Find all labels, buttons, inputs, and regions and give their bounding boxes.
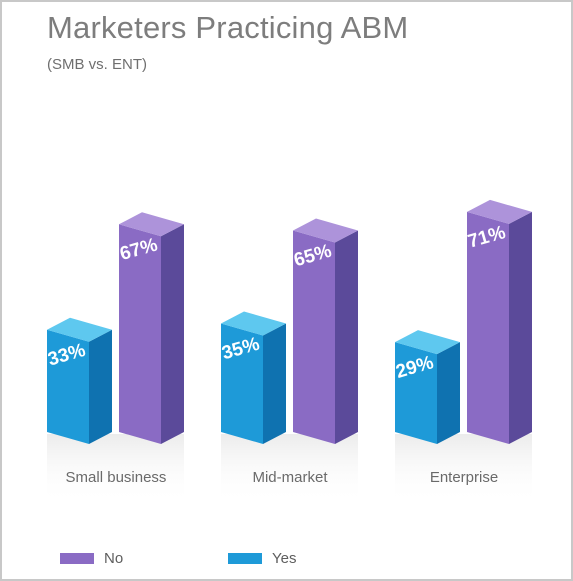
bar-yes-0-side	[89, 329, 112, 444]
legend-swatch-yes	[228, 552, 262, 564]
bar-yes-1-side	[263, 323, 286, 444]
category-label: Enterprise	[430, 469, 498, 486]
bar-yes-2-top	[395, 330, 460, 355]
bar-no-2-front	[467, 211, 509, 444]
category-label: Small business	[66, 469, 167, 486]
floor-reflection	[395, 434, 532, 504]
bar-no-0-side	[161, 224, 184, 444]
bar-no-0: 67%	[118, 212, 184, 444]
bar-yes-2-front	[395, 342, 437, 444]
chart-title: Marketers Practicing ABM	[47, 10, 409, 45]
bar-yes-0-front	[47, 329, 89, 444]
bar-no-2-side	[509, 211, 532, 444]
bar-no-1: 65%	[292, 218, 358, 444]
bar-no-1-front	[293, 230, 335, 444]
bar-no-0-front	[119, 224, 161, 444]
legend-label-yes: Yes	[272, 549, 297, 567]
bar-yes-2: 29%	[394, 330, 460, 444]
bar-yes-0-top	[47, 317, 112, 342]
bar-no-0-top	[119, 212, 184, 237]
bar-yes-1: 35%	[220, 311, 286, 444]
legend-swatch-no	[60, 552, 94, 564]
bar-yes-2-side	[437, 342, 460, 444]
bar-no-2-top	[467, 199, 532, 224]
bar-no-2: 71%	[466, 199, 532, 444]
legend-label-no: No	[104, 549, 124, 567]
floor-reflection	[47, 434, 184, 504]
legend-item-no: No	[60, 548, 123, 568]
legend-item-yes: Yes	[228, 548, 296, 568]
category-label: Mid-market	[252, 469, 328, 486]
bar-no-1-top	[293, 218, 358, 243]
bar-yes-1-front	[221, 323, 263, 444]
floor-reflection	[221, 434, 358, 504]
bar-yes-1-top	[221, 311, 286, 336]
chart-subtitle: (SMB vs. ENT)	[47, 56, 147, 73]
bar-no-1-side	[335, 230, 358, 444]
bar-yes-0: 33%	[46, 317, 112, 444]
